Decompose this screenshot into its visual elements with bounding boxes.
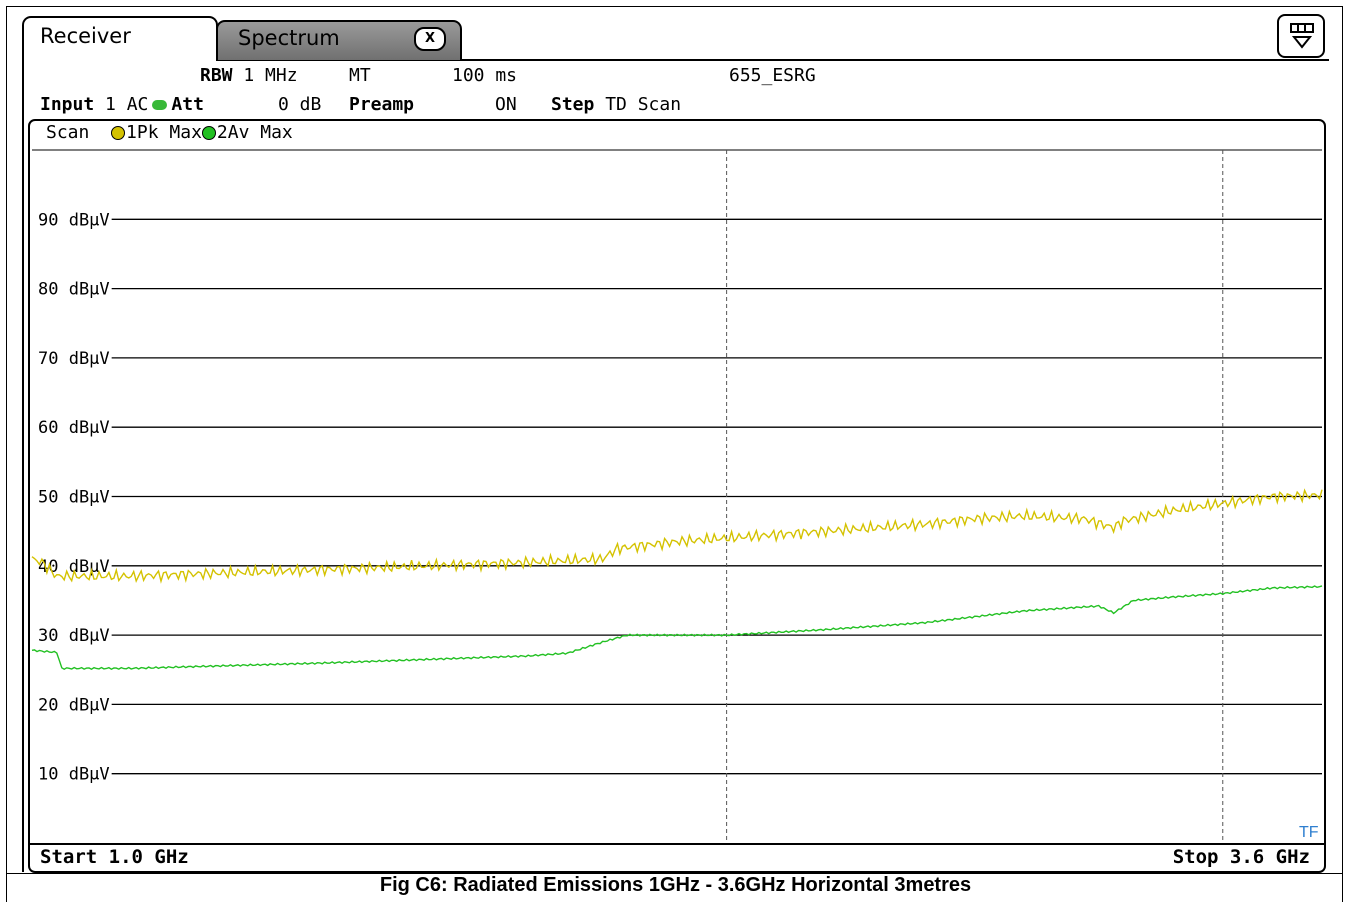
frequency-range-bar: Start 1.0 GHz Stop 3.6 GHz (34, 845, 1324, 871)
y-tick-label: 80 dBµV (38, 280, 110, 300)
trace1-indicator (111, 126, 126, 140)
trace2-label: 2Av Max (216, 122, 293, 143)
step-setting: Step TD Scan (551, 94, 682, 115)
y-tick-label: 70 dBµV (38, 349, 110, 369)
tab-receiver-label: Receiver (40, 24, 131, 48)
mt-value: 100 ms (452, 65, 518, 86)
tab-receiver[interactable]: Receiver (22, 16, 218, 60)
tf-label: TF (1299, 824, 1319, 841)
trace-2-line (31, 585, 1323, 671)
y-tick-label: 50 dBµV (38, 488, 110, 508)
menu-button[interactable] (1277, 14, 1325, 58)
figure-caption: Fig C6: Radiated Emissions 1GHz - 3.6GHz… (379, 874, 972, 896)
tab-spectrum[interactable]: Spectrum X (216, 20, 462, 60)
diagram-frame (28, 119, 1326, 873)
y-tick-label: 60 dBµV (38, 418, 110, 438)
preamp-value: ON (495, 94, 517, 115)
ref-name: 655_ESRG (729, 65, 816, 86)
y-tick-label: 20 dBµV (38, 695, 110, 715)
caption-divider (6, 873, 1343, 874)
close-tab-button[interactable]: X (414, 27, 446, 51)
mt-label: MT (349, 65, 371, 86)
y-tick-label: 10 dBµV (38, 765, 110, 785)
input-status-led (152, 100, 168, 110)
y-tick-label: 90 dBµV (38, 210, 110, 230)
trace-legend: Scan 1Pk Max 2Av Max (46, 122, 293, 143)
trace1-label: 1Pk Max (126, 122, 202, 143)
preamp-label: Preamp (349, 94, 415, 115)
stop-frequency: Stop 3.6 GHz (1172, 846, 1310, 868)
rbw-setting: RBW 1 MHz (200, 65, 298, 86)
input-setting: Input 1 AC Att (40, 94, 204, 115)
start-frequency: Start 1.0 GHz (40, 846, 189, 868)
trace-1-line (31, 488, 1323, 584)
scan-label: Scan (46, 122, 90, 143)
tab-baseline (216, 59, 1329, 61)
tab-left-border (22, 58, 24, 872)
tab-spectrum-label: Spectrum (238, 26, 340, 50)
menu-expand-icon (1290, 23, 1314, 49)
att-value: 0 dB (278, 94, 322, 115)
trace2-indicator (201, 126, 216, 140)
y-tick-label: 30 dBµV (38, 626, 110, 646)
screenshot-frame (6, 6, 1343, 902)
